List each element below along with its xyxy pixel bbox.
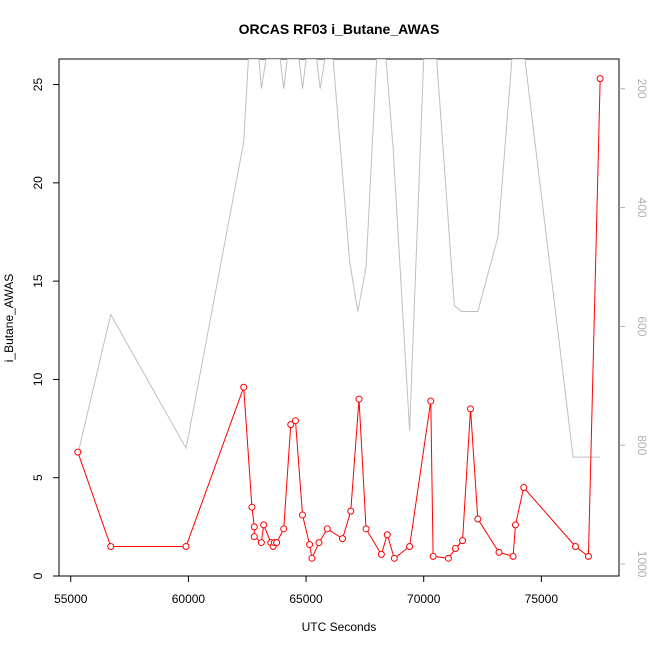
data-point <box>291 417 299 425</box>
y-tick-label: 0 <box>31 572 45 579</box>
x-tick-label: 65000 <box>289 592 323 606</box>
data-point <box>467 405 475 413</box>
data-point <box>427 397 435 405</box>
y-tick-label: 10 <box>31 372 45 386</box>
data-point <box>323 525 331 533</box>
data-point <box>520 484 528 492</box>
data-point <box>248 503 256 511</box>
data-point <box>362 525 370 533</box>
data-point <box>584 552 592 560</box>
secondary-series <box>77 59 601 458</box>
plot-frame <box>58 58 620 577</box>
data-point <box>474 515 482 523</box>
y2-tick-label: 400 <box>635 198 649 218</box>
data-point <box>444 554 452 562</box>
data-point <box>406 543 414 551</box>
data-point <box>429 552 437 560</box>
data-point <box>347 507 355 515</box>
data-point <box>509 552 517 560</box>
data-point <box>257 539 265 547</box>
chart-title: ORCAS RF03 i_Butane_AWAS <box>239 21 440 37</box>
data-point <box>287 421 295 429</box>
y-tick-label: 20 <box>31 176 45 190</box>
data-point <box>107 543 115 551</box>
data-point <box>459 537 467 545</box>
data-point <box>315 539 323 547</box>
data-point <box>182 543 190 551</box>
y2-tick-label: 1000 <box>635 551 649 578</box>
x-tick-label: 70000 <box>407 592 441 606</box>
x-axis-title: UTC Seconds <box>302 620 377 634</box>
data-point <box>240 383 248 391</box>
data-point <box>306 541 314 549</box>
data-point <box>511 521 519 529</box>
data-point <box>74 448 82 456</box>
data-point <box>390 554 398 562</box>
y2-tick-label: 200 <box>635 79 649 99</box>
data-point <box>250 523 258 531</box>
y-tick-label: 15 <box>31 274 45 288</box>
data-point <box>495 548 503 556</box>
x-axis: 55000 60000 65000 70000 75000 <box>54 576 558 606</box>
data-point <box>280 525 288 533</box>
data-point <box>339 535 347 543</box>
y-axis: 0 5 10 15 20 25 <box>31 78 59 579</box>
x-tick-label: 55000 <box>54 592 88 606</box>
data-point <box>377 550 385 558</box>
secondary-series-line <box>77 59 601 458</box>
y-axis-title: i_Butane_AWAS <box>2 274 16 363</box>
data-point <box>250 533 258 541</box>
x-tick-label: 60000 <box>172 592 206 606</box>
y2-tick-label: 600 <box>635 316 649 336</box>
data-point <box>299 511 307 519</box>
data-point <box>596 75 604 83</box>
data-point <box>571 543 579 551</box>
data-point <box>451 544 459 552</box>
data-point <box>308 554 316 562</box>
y-tick-label: 25 <box>31 78 45 92</box>
data-point <box>383 531 391 539</box>
data-point <box>355 395 363 403</box>
data-point <box>260 521 268 529</box>
secondary-y-axis: 200 400 600 800 1000 <box>619 79 649 578</box>
primary-series <box>74 75 604 562</box>
y-tick-label: 5 <box>31 474 45 481</box>
x-tick-label: 75000 <box>525 592 559 606</box>
y2-tick-label: 800 <box>635 435 649 455</box>
data-point <box>273 539 281 547</box>
